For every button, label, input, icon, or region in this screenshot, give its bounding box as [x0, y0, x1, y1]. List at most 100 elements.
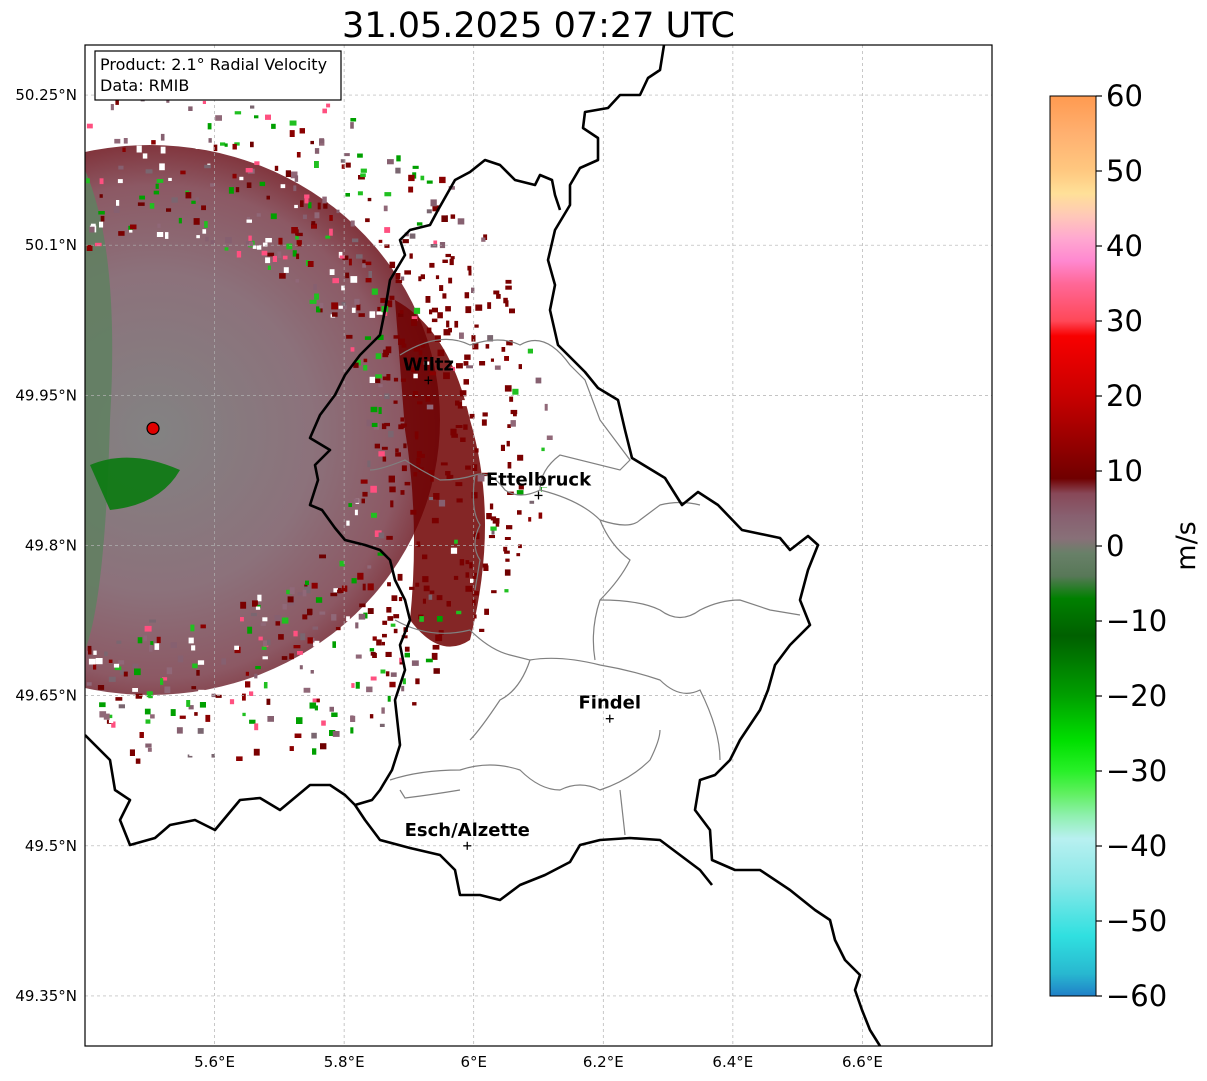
echo-speckle: [119, 120, 124, 124]
echo-speckle: [429, 309, 433, 315]
echo-speckle: [378, 451, 385, 457]
echo-speckle: [384, 227, 391, 233]
echo-speckle: [385, 671, 390, 677]
echo-speckle: [114, 666, 122, 671]
echo-speckle: [510, 420, 516, 427]
echo-speckle: [329, 269, 335, 275]
echo-speckle: [331, 614, 337, 621]
echo-speckle: [314, 161, 319, 168]
echo-speckle: [166, 208, 172, 212]
echo-speckle: [475, 304, 483, 311]
echo-speckle: [531, 407, 536, 414]
echo-speckle: [439, 285, 444, 291]
echo-speckle: [160, 678, 164, 685]
echo-speckle: [355, 654, 362, 659]
echo-speckle: [274, 165, 279, 171]
echo-speckle: [376, 639, 382, 646]
echo-speckle: [429, 497, 436, 501]
echo-speckle: [224, 247, 229, 251]
echo-speckle: [386, 374, 391, 381]
echo-speckle: [400, 378, 406, 382]
lat-tick-label: 49.35°N: [15, 987, 77, 1005]
echo-speckle: [279, 273, 286, 279]
echo-speckle: [99, 221, 104, 228]
echo-speckle: [422, 576, 429, 583]
echo-speckle: [455, 425, 463, 428]
echo-speckle: [440, 462, 448, 466]
echo-speckle: [404, 481, 411, 486]
echo-speckle: [536, 476, 540, 483]
colorbar-tick-label: −10: [1106, 604, 1167, 638]
echo-speckle: [455, 400, 460, 406]
echo-speckle: [446, 474, 454, 480]
echo-speckle: [387, 695, 391, 702]
echo-speckle: [541, 464, 547, 470]
echo-speckle: [341, 285, 345, 291]
echo-speckle: [503, 546, 508, 552]
echo-speckle: [99, 178, 104, 185]
echo-speckle: [257, 594, 262, 602]
echo-speckle: [518, 544, 522, 549]
echo-speckle: [323, 202, 328, 209]
echo-speckle: [310, 140, 314, 145]
echo-speckle: [357, 191, 363, 196]
echo-speckle: [145, 169, 153, 174]
echo-speckle: [210, 183, 215, 187]
echo-speckle: [450, 366, 456, 371]
echo-speckle: [108, 719, 114, 723]
echo-speckle: [314, 148, 320, 154]
echo-speckle: [351, 307, 356, 313]
echo-speckle: [302, 166, 308, 172]
echo-speckle: [506, 525, 513, 530]
canton-boundaries: [369, 338, 801, 836]
echo-speckle: [387, 616, 394, 621]
echo-speckle: [274, 615, 282, 621]
lat-tick-label: 49.95°N: [15, 386, 77, 404]
echo-speckle: [411, 316, 418, 322]
boundary-east-a: [539, 489, 701, 526]
echo-speckle: [459, 559, 465, 566]
echo-speckle: [518, 364, 522, 370]
echo-speckle: [115, 697, 123, 701]
echo-speckle: [473, 614, 477, 619]
echo-speckle: [248, 235, 252, 241]
echo-speckle: [329, 730, 336, 736]
echo-speckle: [195, 197, 199, 202]
echo-speckle: [541, 447, 545, 452]
echo-speckle: [267, 252, 275, 257]
echo-speckle: [472, 599, 476, 606]
echo-speckle: [250, 105, 255, 109]
echo-speckle: [196, 670, 200, 676]
echo-speckle: [443, 329, 451, 336]
echo-speckle: [439, 176, 446, 184]
echo-speckle: [340, 159, 346, 163]
echo-speckle: [433, 493, 440, 500]
echo-speckle: [469, 562, 473, 569]
echo-speckle: [162, 677, 168, 681]
echo-speckle: [232, 173, 237, 179]
echo-speckle: [369, 714, 374, 719]
echo-speckle: [335, 627, 341, 631]
echo-speckle: [118, 165, 124, 170]
echo-speckle: [115, 98, 119, 105]
echo-speckle: [393, 628, 398, 634]
echo-speckle: [512, 388, 519, 395]
echo-speckle: [404, 646, 410, 652]
echo-speckle: [268, 713, 272, 718]
echo-speckle: [129, 749, 135, 756]
colorbar-tick-label: −40: [1106, 829, 1167, 863]
echo-speckle: [342, 255, 349, 260]
echo-speckle: [156, 636, 161, 644]
echo-speckle: [390, 500, 394, 508]
echo-speckle: [177, 655, 184, 663]
echo-speckle: [493, 290, 500, 295]
echo-speckle: [538, 512, 543, 519]
echo-speckle: [330, 592, 338, 597]
echo-speckle: [401, 423, 407, 427]
radar-speckle-layer: [86, 69, 553, 764]
echo-speckle: [504, 356, 509, 361]
echo-speckle: [195, 143, 201, 149]
echo-speckle: [375, 378, 381, 384]
echo-speckle: [504, 569, 511, 576]
echo-speckle: [348, 503, 352, 507]
